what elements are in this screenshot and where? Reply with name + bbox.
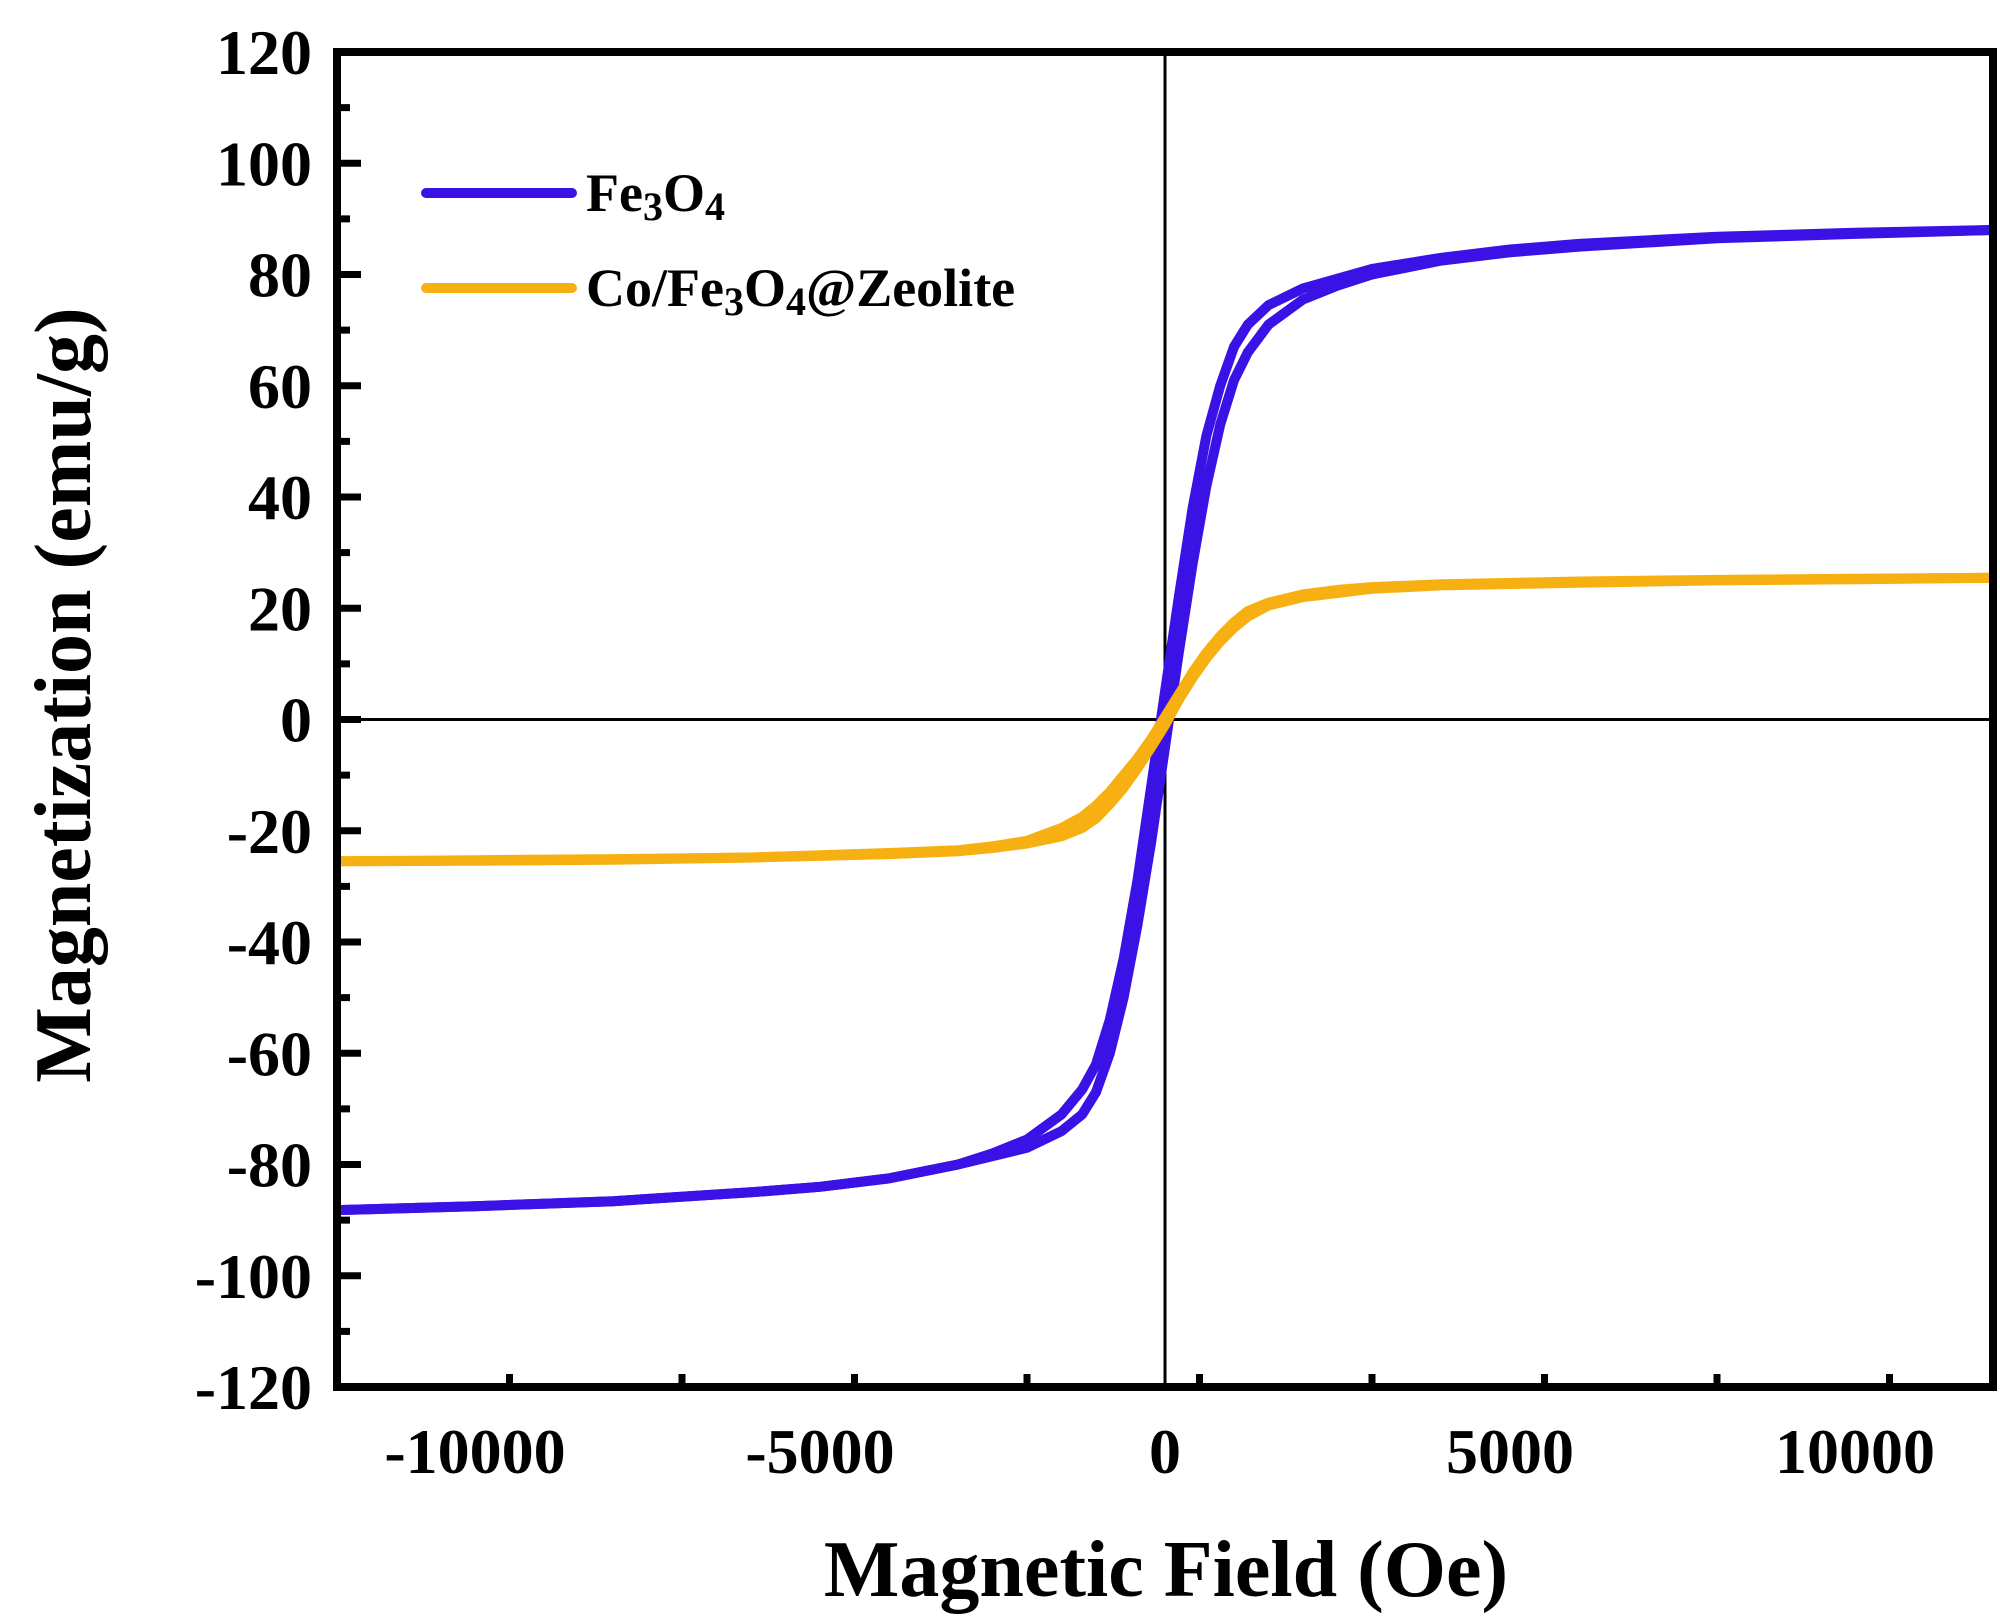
- y-tick-label: 0: [280, 685, 312, 756]
- y-tick-label: -40: [227, 907, 312, 978]
- legend-item-2: Co/Fe3O4@Zeolite: [421, 258, 1015, 324]
- y-tick-label: -100: [195, 1241, 312, 1312]
- x-axis-title: Magnetic Field (Oe): [824, 1526, 1508, 1614]
- y-tick-label: 40: [248, 462, 312, 533]
- y-tick-label: 20: [248, 573, 312, 644]
- y-tick-label: -120: [195, 1352, 312, 1423]
- y-tick-label: -80: [227, 1130, 312, 1201]
- y-tick-label: -20: [227, 796, 312, 867]
- legend-item-1: Fe3O4: [421, 163, 725, 229]
- y-tick-label: 100: [216, 128, 312, 199]
- series-2-lower-branch: [337, 572, 1993, 867]
- y-tick-label: 60: [248, 351, 312, 422]
- y-tick-label: -60: [227, 1018, 312, 1089]
- x-tick-label: 0: [1149, 1416, 1181, 1487]
- y-tick-label: 80: [248, 240, 312, 311]
- x-tick-label: -10000: [384, 1416, 565, 1487]
- legend-label: Co/Fe3O4@Zeolite: [586, 258, 1015, 324]
- y-tick-label: 120: [216, 17, 312, 88]
- legend-label: Fe3O4: [586, 163, 725, 229]
- x-tick-label: 5000: [1446, 1416, 1574, 1487]
- plot-area: -10000 -5000 0 5000 10000 -120 -100 -80 -60 -40 -2…: [195, 17, 1997, 1487]
- x-tick-label: -5000: [745, 1416, 894, 1487]
- x-tick-label: 10000: [1775, 1416, 1935, 1487]
- y-axis-title: Magnetization (emu/g): [20, 307, 108, 1082]
